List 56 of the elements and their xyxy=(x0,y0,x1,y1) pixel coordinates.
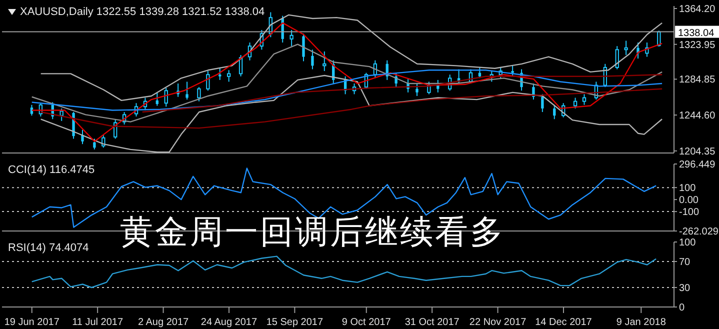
candlestick xyxy=(186,81,188,100)
x-tick-label: 11 Jul 2017 xyxy=(72,317,124,328)
y-tick-label: -100 xyxy=(679,207,700,218)
candlestick xyxy=(218,66,222,80)
candlestick xyxy=(311,49,314,70)
line-series xyxy=(31,44,663,122)
candlestick xyxy=(197,86,201,102)
x-tick-label: 15 Sep 2017 xyxy=(266,317,324,328)
line-series xyxy=(31,70,663,111)
candlestick xyxy=(582,94,586,106)
candlestick xyxy=(156,92,158,106)
candlestick xyxy=(60,108,64,122)
candlestick xyxy=(226,70,231,82)
chart-title: RSI(14) 74.4074 xyxy=(8,242,89,254)
line-series xyxy=(142,74,663,113)
candlestick xyxy=(416,83,418,96)
x-tick-label: 9 Oct 2017 xyxy=(342,317,392,328)
y-tick-label: 1364.20 xyxy=(679,4,716,16)
candlestick xyxy=(302,33,305,62)
x-tick-label: 22 Nov 2017 xyxy=(469,317,527,328)
ref-line-label: 1338.04 xyxy=(678,28,715,39)
y-tick-label: 1204.35 xyxy=(679,146,716,158)
candlestick xyxy=(553,104,556,120)
candlestick xyxy=(511,65,514,77)
chart-title: XAUUSD,Daily 1322.55 1339.28 1321.52 1338.04 xyxy=(20,6,265,18)
x-tick-label: 14 Dec 2017 xyxy=(535,317,592,328)
x-tick-label: 9 Jan 2018 xyxy=(616,317,666,328)
candlestick xyxy=(657,30,661,48)
y-tick-label: 0.00 xyxy=(679,195,699,206)
x-tick-label: 24 Aug 2017 xyxy=(200,317,258,328)
x-tick-label: 2 Aug 2017 xyxy=(138,317,190,328)
x-tick-label: 31 Oct 2017 xyxy=(404,317,460,328)
candlestick xyxy=(436,79,440,93)
candlestick xyxy=(573,97,578,109)
y-tick-label: 100 xyxy=(679,183,696,194)
candlestick xyxy=(93,138,96,150)
line-series xyxy=(31,256,657,288)
y-tick-label: 0 xyxy=(679,302,685,314)
y-tick-label: -262.029 xyxy=(679,226,719,238)
candlestick xyxy=(624,40,628,56)
candlestick xyxy=(206,70,210,92)
x-tick-label: 19 Jun 2017 xyxy=(4,317,60,328)
line-series xyxy=(40,74,663,153)
y-tick-label: 1323.95 xyxy=(679,40,716,51)
candlestick xyxy=(290,30,294,47)
candlestick xyxy=(81,129,84,145)
candlestick xyxy=(322,50,326,72)
y-tick-label: 1244.60 xyxy=(679,110,716,122)
candlestick xyxy=(478,66,482,79)
y-tick-label: 30 xyxy=(679,283,691,294)
chart-title: CCI(14) 116.4745 xyxy=(8,164,95,176)
y-tick-label: 1284.85 xyxy=(679,74,716,86)
y-tick-label: 100 xyxy=(679,238,696,249)
y-tick-label: 70 xyxy=(679,257,691,268)
y-tick-label: 296.449 xyxy=(679,160,716,171)
candlestick xyxy=(541,94,544,113)
